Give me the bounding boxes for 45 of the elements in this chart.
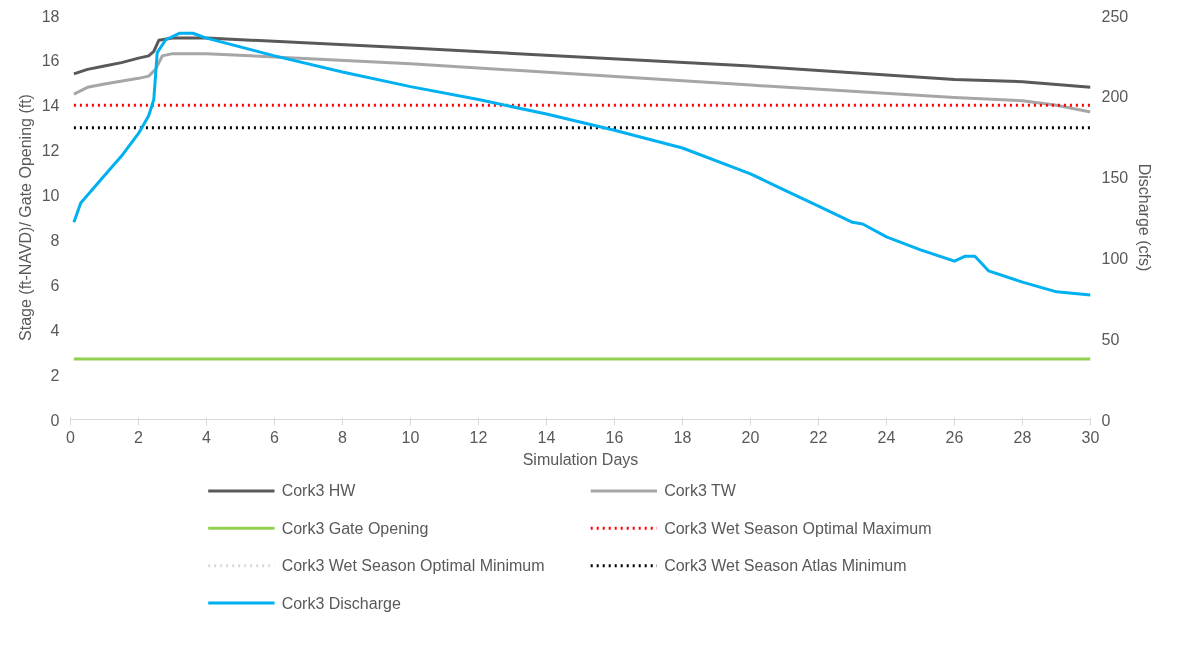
x-tick-label: 10 xyxy=(401,428,420,446)
legend-label: Cork3 Wet Season Optimal Minimum xyxy=(281,557,545,575)
y2-tick-label: 0 xyxy=(1101,411,1111,429)
legend-label: Cork3 Wet Season Optimal Maximum xyxy=(664,519,932,537)
x-tick-label: 28 xyxy=(1013,428,1032,446)
legend-label: Cork3 HW xyxy=(281,482,357,500)
y-tick-label: 16 xyxy=(41,52,60,70)
x-tick-label: 0 xyxy=(66,428,76,446)
x-tick-label: 24 xyxy=(877,428,896,446)
y-tick-label: 18 xyxy=(41,7,60,25)
y-tick-label: 14 xyxy=(41,97,60,115)
legend-label: Cork3 Wet Season Atlas Minimum xyxy=(664,557,907,575)
y-tick-label: 6 xyxy=(50,276,60,294)
x-tick-label: 26 xyxy=(945,428,964,446)
y2-tick-label: 50 xyxy=(1101,330,1120,348)
y2-tick-label: 250 xyxy=(1101,7,1129,25)
line-series xyxy=(72,52,1091,114)
x-tick-label: 22 xyxy=(809,428,828,446)
y2-tick-label: 100 xyxy=(1101,249,1129,267)
legend-label: Cork3 TW xyxy=(664,482,737,500)
y-tick-label: 8 xyxy=(50,231,60,249)
x-tick-label: 4 xyxy=(202,428,212,446)
y-axis-title: Stage (ft-NAVD)/ Gate Opening (ft) xyxy=(16,94,34,341)
x-tick-label: 12 xyxy=(469,428,488,446)
x-tick-label: 14 xyxy=(537,428,556,446)
legend-label: Cork3 Gate Opening xyxy=(281,519,429,537)
x-tick-label: 6 xyxy=(270,428,280,446)
y-tick-label: 12 xyxy=(41,142,60,160)
y2-tick-label: 200 xyxy=(1101,88,1129,106)
y2-axis-title: Discharge (cfs) xyxy=(1136,163,1154,272)
x-tick-label: 8 xyxy=(338,428,348,446)
y-tick-label: 0 xyxy=(50,411,60,429)
legend-label: Cork3 Discharge xyxy=(281,594,401,612)
x-tick-label: 16 xyxy=(605,428,624,446)
y-tick-label: 2 xyxy=(50,366,60,384)
y-tick-label: 4 xyxy=(50,321,60,339)
x-tick-label: 20 xyxy=(741,428,760,446)
line-series xyxy=(72,31,1091,297)
x-tick-label: 18 xyxy=(673,428,692,446)
x-tick-label: 2 xyxy=(134,428,144,446)
y-tick-label: 10 xyxy=(41,187,60,205)
line-series xyxy=(72,36,1091,89)
x-axis-title: Simulation Days xyxy=(522,450,639,468)
y2-tick-label: 150 xyxy=(1101,169,1129,187)
x-tick-label: 30 xyxy=(1081,428,1100,446)
